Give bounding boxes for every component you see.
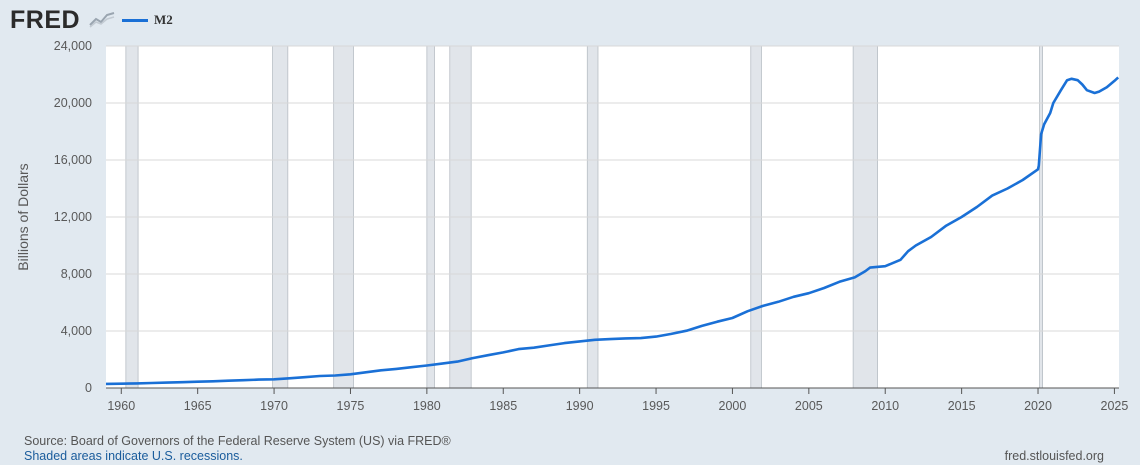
x-tick-label: 1975 [337,399,365,413]
x-tick-label: 2025 [1101,399,1129,413]
x-tick-label: 1995 [642,399,670,413]
series-layer [105,76,1120,386]
y-tick-label: 16,000 [54,153,92,167]
x-tick-label: 1990 [566,399,594,413]
x-tick-label: 1980 [413,399,441,413]
x-tick-label: 2020 [1024,399,1052,413]
x-tick-label: 2000 [719,399,747,413]
y-axis-label: Billions of Dollars [15,163,31,270]
x-tick-label: 1965 [184,399,212,413]
legend-label: M2 [154,12,173,27]
x-tick-label: 2015 [948,399,976,413]
legend: M2 [122,12,173,28]
footer-url[interactable]: fred.stlouisfed.org [1004,449,1104,463]
chart-header: FRED M2 [0,0,1140,38]
x-tick-label: 2010 [871,399,899,413]
y-tick-label: 20,000 [54,96,92,110]
chart: 0 4,000 8,000 12,000 16,000 20,000 24,000 1960… [15,39,1129,413]
fred-logo[interactable]: FRED [10,6,81,34]
y-tick-label: 4,000 [61,324,92,338]
series-line-m2 [105,76,1120,386]
y-axis: 0 4,000 8,000 12,000 16,000 20,000 24,000 [54,39,92,395]
footer-source: Source: Board of Governors of the Federa… [24,434,451,448]
legend-swatch [122,18,148,22]
x-tick-label: 1985 [489,399,517,413]
line-chart-icon [89,12,115,28]
y-tick-label: 8,000 [61,267,92,281]
x-tick-label: 1970 [260,399,288,413]
x-axis: 1960 1965 1970 1975 1980 1985 1990 1995 2000 2005… [106,387,1129,413]
y-tick-label: 24,000 [54,39,92,53]
x-tick-label: 2005 [795,399,823,413]
y-tick-label: 12,000 [54,210,92,224]
footer-note[interactable]: Shaded areas indicate U.S. recessions. [24,449,243,463]
grid-lines [106,45,1119,332]
y-tick-label: 0 [85,381,92,395]
x-tick-label: 1960 [107,399,135,413]
